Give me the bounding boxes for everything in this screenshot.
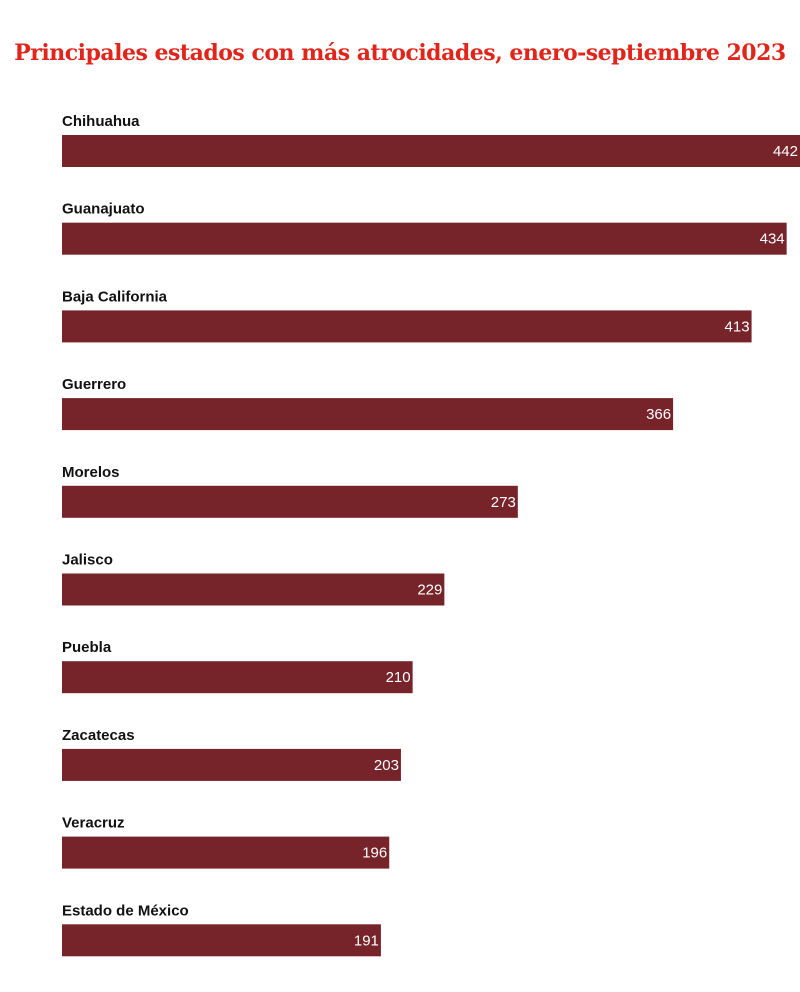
category-label: Guerrero xyxy=(62,376,126,393)
bar xyxy=(62,485,518,518)
value-label: 442 xyxy=(773,143,798,160)
bar xyxy=(62,661,413,694)
category-label: Baja California xyxy=(62,288,168,305)
category-label: Zacatecas xyxy=(62,727,135,744)
category-label: Guanajuato xyxy=(62,201,145,218)
category-label: Chihuahua xyxy=(62,113,140,130)
category-label: Puebla xyxy=(62,639,112,656)
value-label: 366 xyxy=(646,406,671,423)
value-label: 229 xyxy=(417,582,442,599)
bar xyxy=(62,748,401,781)
bar xyxy=(62,398,674,431)
value-label: 434 xyxy=(760,231,785,248)
value-label: 273 xyxy=(491,494,516,511)
category-label: Estado de México xyxy=(62,902,189,919)
value-label: 191 xyxy=(354,932,379,949)
value-label: 203 xyxy=(374,757,399,774)
bar xyxy=(62,573,445,606)
category-label: Jalisco xyxy=(62,552,113,569)
category-label: Veracruz xyxy=(62,815,125,832)
value-label: 196 xyxy=(362,845,387,862)
bar xyxy=(62,222,787,255)
value-label: 210 xyxy=(386,669,411,686)
bar xyxy=(62,310,752,343)
chart-title: Principales estados con más atrocidades,… xyxy=(14,40,786,66)
value-label: 413 xyxy=(725,318,750,335)
bar xyxy=(62,135,800,167)
bar xyxy=(62,924,381,957)
category-label: Morelos xyxy=(62,464,120,481)
bar xyxy=(62,836,390,869)
